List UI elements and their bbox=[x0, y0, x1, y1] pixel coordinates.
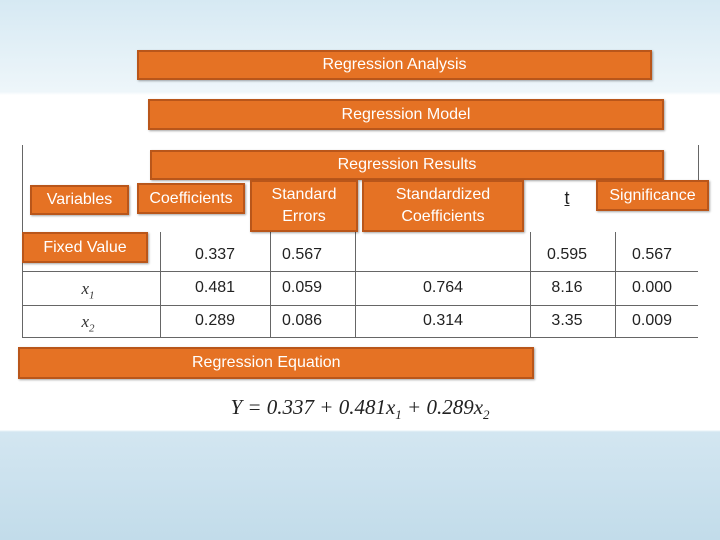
table-cell: 0.009 bbox=[631, 312, 673, 329]
results-box: Regression Results bbox=[150, 150, 664, 180]
header-cell: Coefficients bbox=[137, 183, 245, 214]
equation-subscript: 1 bbox=[395, 407, 402, 423]
row-label: x2 bbox=[58, 312, 118, 334]
title-box: Regression Analysis bbox=[137, 50, 652, 80]
equation-box: Regression Equation bbox=[18, 347, 534, 379]
table-cell: 0.314 bbox=[422, 312, 464, 329]
header-cell: Variables bbox=[30, 185, 129, 215]
equation-text: Y = 0.337 + 0.481x bbox=[230, 395, 396, 419]
col-line bbox=[530, 232, 531, 337]
table-cell: 0.567 bbox=[631, 246, 673, 263]
subscript: 1 bbox=[89, 289, 95, 302]
table-cell: 0.567 bbox=[281, 246, 323, 263]
row-label: x1 bbox=[58, 279, 118, 301]
header-cell: Standard Errors bbox=[250, 180, 358, 232]
variable: x bbox=[81, 312, 90, 331]
table-cell: 0.337 bbox=[194, 246, 236, 263]
table-cell: 0.289 bbox=[194, 312, 236, 329]
table-cell: 0.764 bbox=[422, 279, 464, 296]
header-cell: t bbox=[564, 188, 570, 208]
table-cell: 0.059 bbox=[281, 279, 323, 296]
table-cell: 0.000 bbox=[631, 279, 673, 296]
equation: Y = 0.337 + 0.481x1 + 0.289x2 bbox=[0, 395, 720, 423]
col-line bbox=[160, 232, 161, 337]
row-line bbox=[22, 305, 698, 306]
col-line bbox=[270, 232, 271, 337]
table-cell: 3.35 bbox=[551, 312, 583, 329]
row-line bbox=[22, 271, 698, 272]
row-line bbox=[22, 337, 698, 338]
equation-subscript: 2 bbox=[483, 407, 490, 423]
table-border bbox=[698, 145, 699, 185]
table-cell: 0.595 bbox=[546, 246, 588, 263]
table-cell: 0.481 bbox=[194, 279, 236, 296]
header-cell: Significance bbox=[596, 180, 709, 211]
header-cell: Standardized Coefficients bbox=[362, 180, 524, 232]
table-cell: 0.086 bbox=[281, 312, 323, 329]
table-cell: 8.16 bbox=[551, 279, 583, 296]
equation-text: + 0.289x bbox=[401, 395, 484, 419]
col-line bbox=[355, 232, 356, 337]
model-box: Regression Model bbox=[148, 99, 664, 130]
variable: x bbox=[81, 279, 90, 298]
subscript: 2 bbox=[89, 322, 95, 335]
row-label: Fixed Value bbox=[22, 232, 148, 263]
col-line bbox=[615, 232, 616, 337]
